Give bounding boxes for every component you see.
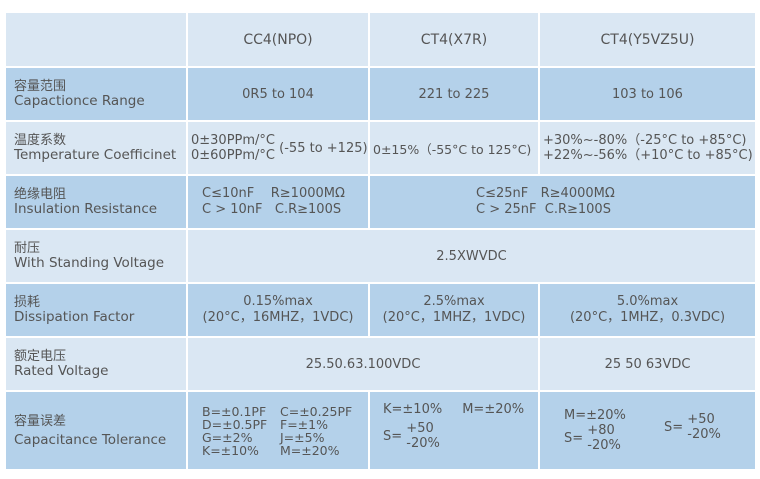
text: S= [383,428,403,444]
row-label-range: 容量范围 Capactionce Range [6,68,186,120]
text: D=±0.5PF [202,416,268,432]
label-cn: 温度系数 [14,133,67,148]
text: 0.15%max [243,294,313,309]
row-label-dissipation: 损耗 Dissipation Factor [6,284,186,336]
text: F=±1% [280,416,328,432]
text: -20% [687,427,721,442]
label-cn: 额定电压 [14,349,67,364]
text: (20°C，1MHZ，1VDC) [382,310,526,325]
text: C > 10nF C.R≥100S [202,202,342,217]
cell: 221 to 225 [370,68,538,120]
text: M=±20% [564,408,626,423]
cell: C≤25nF R≥4000MΩ C > 25nF C.R≥100S [370,176,755,228]
text: C≤25nF R≥4000MΩ [476,186,615,201]
label-cn: 容量范围 [14,79,67,94]
cell: C≤10nF R≥1000MΩ C > 10nF C.R≥100S [188,176,368,228]
text: +22%~-56%（+10°C to +85°C) [543,148,753,163]
cell: 2.5XWVDC [188,230,755,282]
text: C > 25nF C.R≥100S [476,202,611,217]
cell: 0.15%max (20°C，16MHZ，1VDC) [188,284,368,336]
text: +50 [406,421,434,436]
text: +50 [687,412,715,427]
row-label-standing: 耐压 With Standing Voltage [6,230,186,282]
spec-table: CC4(NPO) CT4(X7R) CT4(Y5VZ5U) 容量范围 Capact… [4,11,757,471]
cell: B=±0.1PF C=±0.25PF D=±0.5PF F=±1% G=±2% J=±… [188,392,368,469]
col-header-npo: CC4(NPO) [188,13,368,66]
text: (20°C，16MHZ，1VDC) [202,310,354,325]
text: (-55 to +125) [279,140,368,156]
col-header-x7r: CT4(X7R) [370,13,538,66]
label-en: Insulation Resistance [14,201,158,217]
text: S= [564,430,584,446]
cell: 0±30PPm/°C 0±60PPm/°C (-55 to +125) [188,122,368,174]
text: K=±10% [202,442,259,458]
col-header-y5v: CT4(Y5VZ5U) [540,13,755,66]
cell: M=±20% S= +80 -20% S= +50 -20% [540,392,755,469]
text: K=±10% [383,402,443,417]
text: S= [664,419,684,435]
row-label-rated: 额定电压 Rated Voltage [6,338,186,390]
text: 0±30PPm/°C [191,133,276,148]
label-en: Temperature Coefficinet [14,147,177,163]
label-cn: 损耗 [14,295,41,310]
cell: 2.5%max (20°C，1MHZ，1VDC) [370,284,538,336]
row-label-insulation: 绝缘电阻 Insulation Resistance [6,176,186,228]
label-cn: 绝缘电阻 [14,187,67,202]
text: -20% [587,438,621,453]
row-label-temp: 温度系数 Temperature Coefficinet [6,122,186,174]
text: 5.0%max [616,294,679,309]
text: G=±2% [202,429,253,445]
cell: 5.0%max (20°C，1MHZ，0.3VDC) [540,284,755,336]
text: 0±60PPm/°C [191,148,276,163]
text: J=±5% [280,429,325,445]
label-en: Dissipation Factor [14,309,135,325]
row-label-tolerance: 容量误差 Capacitance Tolerance [6,392,186,469]
text: M=±20% [462,402,525,417]
text: -20% [406,436,440,451]
text: C≤10nF R≥1000MΩ [202,186,345,201]
label-en: Capacitance Tolerance [14,431,167,448]
text: +80 [587,423,615,438]
label-cn: 容量误差 [14,413,67,429]
cell: 25 50 63VDC [540,338,755,390]
cell: K=±10% M=±20% S= +50 -20% [370,392,538,469]
label-cn: 耐压 [14,241,41,256]
cell: 0R5 to 104 [188,68,368,120]
label-en: With Standing Voltage [14,255,165,271]
text: (20°C，1MHZ，0.3VDC) [569,310,726,325]
label-en: Rated Voltage [14,363,109,379]
cell: +30%~-80%（-25°C to +85°C) +22%~-56%（+10°C… [540,122,755,174]
cell: 0±15%（-55°C to 125°C) [370,122,538,174]
text: B=±0.1PF [202,403,267,419]
text: C=±0.25PF [280,403,353,419]
label-en: Capactionce Range [14,93,145,109]
corner-cell [6,13,186,66]
text: 2.5%max [423,294,485,309]
cell: 103 to 106 [540,68,755,120]
cell: 25.50.63.100VDC [188,338,538,390]
text: +30%~-80%（-25°C to +85°C) [543,133,747,148]
text: M=±20% [280,442,340,458]
